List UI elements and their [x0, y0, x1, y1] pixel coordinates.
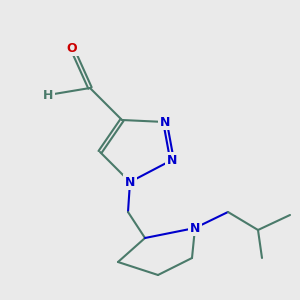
- Text: N: N: [167, 154, 177, 166]
- Text: N: N: [190, 221, 200, 235]
- Text: N: N: [125, 176, 135, 188]
- Text: O: O: [67, 41, 77, 55]
- Text: H: H: [43, 88, 53, 101]
- Text: N: N: [160, 116, 170, 128]
